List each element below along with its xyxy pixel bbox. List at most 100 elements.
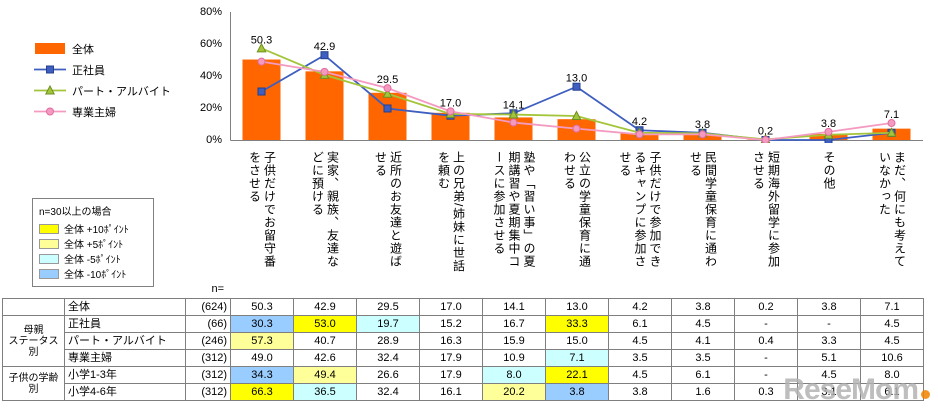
legend-item: 専業主婦	[34, 101, 171, 122]
n-value: (246)	[185, 332, 231, 350]
y-axis-tick-label: 0%	[206, 134, 222, 146]
value-cell: 49.0	[230, 349, 294, 367]
value-cell: 7.1	[545, 349, 609, 367]
value-cell: 3.3	[797, 332, 861, 350]
value-cell: 32.4	[356, 349, 420, 367]
highlight-legend-item: 全体 -10ﾎﾟｲﾝﾄ	[39, 266, 147, 281]
value-cell: 3.5	[671, 349, 735, 367]
value-cell: 50.3	[230, 298, 294, 316]
highlight-legend: n=30以上の場合 全体 +10ﾎﾟｲﾝﾄ 全体 +5ﾎﾟｲﾝﾄ 全体 -5ﾎﾟｲﾝ…	[32, 198, 154, 287]
highlight-legend-label: 全体 -5ﾎﾟｲﾝﾄ	[64, 255, 121, 266]
value-cell: 29.5	[356, 298, 420, 316]
table-row: 小学4-6年 (312) 66.3 36.5 32.4 16.1 20.2 3.8 3.8 1.6…	[3, 383, 924, 401]
table-row: 専業主婦 (312) 49.0 42.6 32.4 17.9 10.9 7.1 3.5 3.5-5…	[3, 349, 924, 367]
circle-marker-icon	[887, 119, 896, 128]
triangle-marker-icon	[44, 84, 56, 95]
data-table: 全体 (624) 50.3 42.9 29.5 17.0 14.1 13.0 4.2 3.8 0.2…	[2, 298, 924, 401]
square-marker-icon	[257, 87, 266, 96]
table-row: 母親 ステータス別 正社員 (66) 30.3 53.0 19.7 15.2 16.7 33.3…	[2, 315, 924, 367]
group-label	[2, 298, 65, 316]
legend-label: 専業主婦	[72, 106, 116, 119]
value-cell: 16.3	[419, 332, 483, 350]
circle-marker-icon	[320, 67, 329, 76]
category-label: 上の兄弟/姉妹に世話を頼む	[436, 151, 466, 273]
value-cell: 17.0	[419, 298, 483, 316]
value-cell: 0.2	[734, 298, 798, 316]
highlight-swatch-icon	[39, 253, 59, 264]
group-label: 母親 ステータス別	[2, 315, 65, 367]
value-cell: 16.7	[482, 315, 546, 333]
row-label: 専業主婦	[64, 349, 186, 367]
circle-marker-icon	[824, 127, 833, 136]
row-label: 全体	[64, 298, 186, 316]
legend-circle-marker-icon	[34, 107, 66, 116]
triangle-marker-icon	[508, 108, 519, 119]
value-cell: 34.3	[230, 366, 294, 384]
square-marker-icon	[383, 104, 392, 113]
square-marker-icon	[46, 65, 54, 74]
circle-marker-icon	[698, 130, 707, 139]
triangle-marker-icon	[382, 88, 393, 98]
data-label: 50.3	[251, 34, 272, 46]
y-axis-tick-label: 40%	[199, 70, 222, 82]
circle-marker-icon	[257, 57, 266, 66]
category-labels: 子供だけでお留守番をさせる 実家、親族、友達などに預ける 近所のお友達と遊ばせる 上の…	[230, 151, 924, 296]
value-cell: 4.5	[671, 315, 735, 333]
category-label: 近所のお友達と遊ばせる	[373, 151, 403, 268]
circle-marker-icon	[446, 107, 455, 116]
category-label: 実家、親族、友達などに預ける	[310, 151, 340, 268]
value-cell: 17.9	[419, 349, 483, 367]
row-label: 小学1-3年	[64, 366, 186, 384]
triangle-marker-icon	[256, 42, 267, 53]
value-cell: 42.6	[293, 349, 357, 367]
n-value: (312)	[185, 349, 231, 367]
value-cell: 1.6	[671, 383, 735, 401]
value-cell: 40.7	[293, 332, 357, 350]
value-cell: 6.1	[671, 366, 735, 384]
value-cell: 53.0	[293, 315, 357, 333]
category-label: 子供だけでお留守番をさせる	[247, 151, 277, 268]
triangle-marker-icon	[571, 110, 582, 120]
data-label: 29.5	[377, 74, 398, 86]
y-axis-tick-label: 20%	[199, 102, 222, 114]
value-cell: 14.1	[482, 298, 546, 316]
bar-segment	[305, 71, 344, 140]
value-cell: 3.1	[797, 383, 861, 401]
value-cell: 28.9	[356, 332, 420, 350]
value-cell: 4.2	[608, 298, 672, 316]
legend-label: 正社員	[72, 64, 105, 77]
series-legend: 全体 正社員 パート・アルバイト 専業主婦	[34, 38, 171, 122]
combo-chart: 50.3 42.9 29.5 17.0 14.1 13.0 4.2 3.8 0.2 3.8 7.1	[230, 12, 923, 143]
row-label: 小学4-6年	[64, 383, 186, 401]
table-row: 全体 (624) 50.3 42.9 29.5 17.0 14.1 13.0 4.2 3.8 0.2…	[2, 298, 924, 316]
value-cell: 49.4	[293, 366, 357, 384]
row-label: パート・アルバイト	[64, 332, 186, 350]
bar-segment	[368, 92, 407, 140]
value-cell: 10.6	[860, 349, 924, 367]
highlight-swatch-icon	[39, 268, 59, 279]
highlight-legend-label: 全体 -10ﾎﾟｲﾝﾄ	[64, 270, 127, 281]
plot-area: 50.3 42.9 29.5 17.0 14.1 13.0 4.2 3.8 0.2 3.8 7.1	[230, 0, 924, 143]
value-cell: -	[734, 315, 798, 333]
value-cell: 33.3	[545, 315, 609, 333]
data-label: 3.8	[821, 118, 836, 130]
n-value: (66)	[185, 315, 231, 333]
category-label: まだ、何にも考えていなかった	[877, 151, 907, 268]
value-cell: 3.8	[545, 383, 609, 401]
value-cell: -	[797, 315, 861, 333]
value-cell: 6.1	[608, 315, 672, 333]
category-label: 公立の学童保育に通わせる	[562, 151, 592, 268]
highlight-legend-label: 全体 +10ﾎﾟｲﾝﾄ	[64, 225, 129, 236]
bar-segment	[242, 59, 281, 140]
value-cell: 0.3	[734, 383, 798, 401]
data-label: 7.1	[884, 109, 899, 121]
value-cell: 7.1	[860, 298, 924, 316]
value-cell: 22.1	[545, 366, 609, 384]
value-cell: 3.5	[608, 349, 672, 367]
category-label: 短期海外留学に参加させる	[751, 151, 781, 268]
value-cell: 57.3	[230, 332, 294, 350]
value-cell: 26.6	[356, 366, 420, 384]
y-axis-tick-label: 80%	[199, 6, 222, 18]
category-label: 子供だけで参加できるキャンプに参加させる	[618, 151, 662, 268]
legend-item: 全体	[34, 38, 171, 59]
